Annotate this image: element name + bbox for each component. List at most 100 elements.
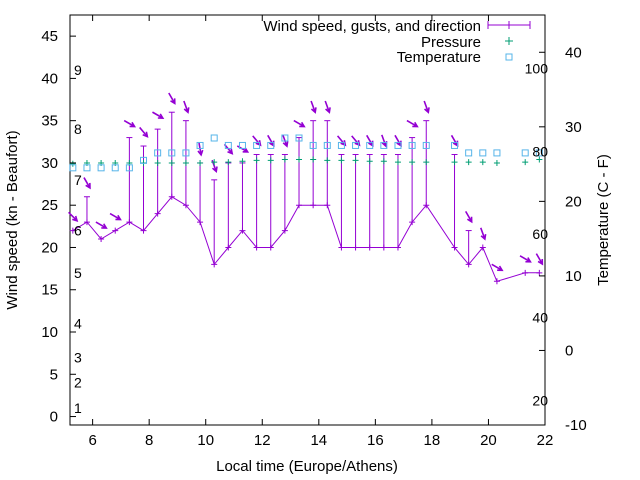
beaufort-label: 5 [74, 265, 82, 281]
temperature-point [323, 141, 331, 149]
pressure-point [451, 159, 458, 166]
pressure-point [225, 159, 232, 166]
pressure-point [352, 157, 359, 164]
wind-speed-point [536, 269, 543, 276]
legend-temperature-swatch [505, 53, 513, 61]
wind-speed-point [253, 244, 260, 251]
wind-speed-point [225, 244, 232, 251]
x-axis-title: Local time (Europe/Athens) [216, 458, 398, 475]
wind-speed-point [126, 219, 133, 226]
x-tick-label: 16 [367, 432, 384, 449]
wind-direction-arrow [519, 255, 532, 263]
wind-speed-point [352, 244, 359, 251]
temperature-point [83, 164, 91, 172]
wind-speed-point [296, 202, 303, 209]
y-tick-label: 30 [41, 155, 58, 172]
temperature-point [125, 164, 133, 172]
x-tick-label: 22 [537, 432, 554, 449]
pressure-point [154, 159, 161, 166]
pressure-point [479, 159, 486, 166]
temperature-point [337, 141, 345, 149]
pressure-point [493, 159, 500, 166]
x-tick-label: 18 [424, 432, 441, 449]
pressure-point [281, 156, 288, 163]
pressure-point [69, 160, 76, 167]
wind-speed-point [394, 244, 401, 251]
fahrenheit-label: 100 [525, 61, 549, 77]
wind-speed-point [281, 227, 288, 234]
pressure-point [394, 159, 401, 166]
x-tick-label: 20 [480, 432, 497, 449]
temperature-point [479, 149, 487, 157]
temperature-point [281, 134, 289, 142]
wind-speed-point [69, 227, 76, 234]
y-axis-title: Wind speed (kn - Beaufort) [4, 130, 21, 309]
temperature-point [408, 141, 416, 149]
wind-speed-point [324, 202, 331, 209]
fahrenheit-label: 60 [532, 226, 548, 242]
y-tick-label: 10 [41, 324, 58, 341]
wind-direction-arrow [83, 177, 91, 190]
tick-layer: 6 8 10 12 14 16 18 20 22051015202530354045-10010… [41, 15, 587, 449]
wind-direction-arrow [423, 100, 430, 114]
wind-speed-point [140, 227, 147, 234]
pressure-point [211, 159, 218, 166]
wind-speed-point [239, 227, 246, 234]
wind-speed-line [72, 196, 540, 282]
wind-speed-point [366, 244, 373, 251]
pressure-point [366, 158, 373, 165]
wind-direction-arrow [479, 227, 487, 241]
wind-direction-arrow [68, 211, 79, 222]
wind-direction-arrow [324, 100, 331, 114]
y2-tick-label: 40 [565, 44, 582, 61]
legend-temperature-label: Temperature [397, 49, 481, 66]
y2-tick-label: -10 [565, 417, 587, 434]
y2-axis-title: Temperature (C - F) [595, 154, 612, 286]
wind-direction-arrow [109, 212, 122, 221]
temperature-point [210, 134, 218, 142]
pressure-point [267, 157, 274, 164]
x-tick-label: 12 [254, 432, 271, 449]
plot-layer [68, 92, 544, 285]
wind-speed-point [267, 244, 274, 251]
wind-direction-arrow [450, 134, 459, 148]
beaufort-label: 7 [74, 172, 82, 188]
wind-direction-arrow [282, 134, 289, 148]
wind-speed-point [98, 236, 105, 243]
pressure-point [338, 157, 345, 164]
temperature-point [97, 164, 105, 172]
pressure-point [239, 158, 246, 165]
wind-speed-point [83, 219, 90, 226]
legend-wind-swatch [487, 21, 531, 29]
pressure-point [310, 156, 317, 163]
wind-direction-arrow [152, 111, 165, 119]
temperature-point [196, 141, 204, 149]
wind-speed-point [112, 227, 119, 234]
wind-speed-point [168, 193, 175, 200]
temperature-point [224, 141, 232, 149]
wind-direction-arrow [464, 210, 473, 224]
wind-direction-arrow [491, 263, 504, 272]
y-tick-label: 35 [41, 113, 58, 130]
wind-direction-arrow [366, 134, 374, 148]
x-tick-label: 14 [310, 432, 327, 449]
y2-tick-label: 30 [565, 119, 582, 136]
wind-speed-point [197, 219, 204, 226]
pressure-point [380, 158, 387, 165]
wind-direction-arrow [406, 119, 419, 128]
pressure-point [522, 159, 529, 166]
wind-direction-arrow [123, 119, 137, 128]
pressure-point [182, 159, 189, 166]
wind-direction-arrow [293, 119, 306, 128]
wind-direction-arrow [535, 253, 544, 266]
legend-wind-label: Wind speed, gusts, and direction [263, 18, 481, 35]
wind-direction-arrow [394, 134, 402, 148]
wind-speed-point [380, 244, 387, 251]
y2-tick-label: 0 [565, 342, 573, 359]
wind-speed-point [338, 244, 345, 251]
wind-speed-point [451, 244, 458, 251]
pressure-point [197, 159, 204, 166]
beaufort-label: 3 [74, 349, 82, 365]
temperature-point [352, 141, 360, 149]
